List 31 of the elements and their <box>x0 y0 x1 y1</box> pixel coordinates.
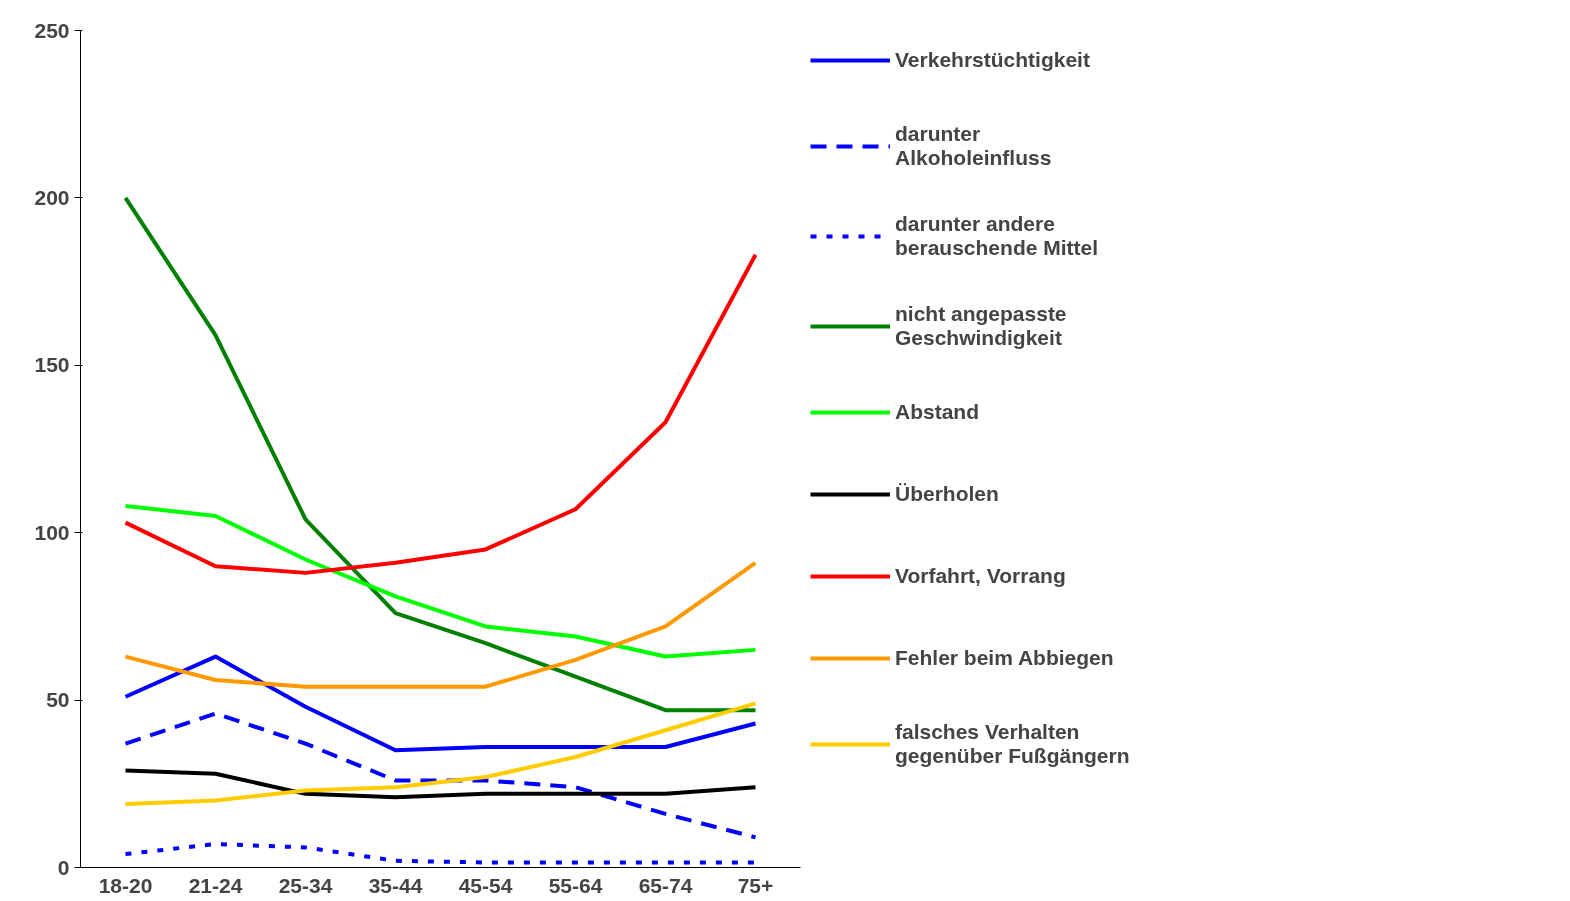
y-tick-label: 0 <box>57 855 70 879</box>
line-series <box>123 701 758 806</box>
y-tick-label: 200 <box>34 185 70 209</box>
line-series <box>123 503 758 659</box>
legend-label: Überholen <box>895 481 999 507</box>
line-series <box>123 560 758 689</box>
x-tick-label: 25-34 <box>278 873 333 897</box>
x-tick-label: 45-54 <box>458 873 513 897</box>
legend-label: falsches Verhalten gegenüber Fußgängern <box>895 720 1130 768</box>
legend-label: darunter andere berauschende Mittel <box>895 212 1099 260</box>
line-series <box>123 768 758 800</box>
y-tick-label: 250 <box>34 18 70 42</box>
legend-label: Fehler beim Abbiegen <box>895 645 1114 671</box>
legend-label: Abstand <box>895 399 979 425</box>
legend-label: nicht angepasste Geschwindigkeit <box>895 302 1067 350</box>
y-tick-label: 150 <box>34 353 70 377</box>
x-tick-label: 35-44 <box>368 873 423 897</box>
legend-label: darunter Alkoholeinfluss <box>895 122 1052 170</box>
line-series <box>123 195 758 713</box>
x-tick-label: 65-74 <box>638 873 693 897</box>
x-tick-label: 21-24 <box>188 873 243 897</box>
legend-label: Verkehrstüchtigkeit <box>895 47 1090 73</box>
line-series <box>123 252 758 575</box>
y-tick-label: 50 <box>46 688 70 712</box>
line-series <box>123 654 758 753</box>
y-tick-label: 100 <box>34 520 70 544</box>
x-tick-label: 18-20 <box>98 873 153 897</box>
x-tick-label: 75+ <box>737 873 774 897</box>
legend-label: Vorfahrt, Vorrang <box>895 563 1066 589</box>
line-series <box>123 711 758 840</box>
x-tick-label: 55-64 <box>548 873 603 897</box>
